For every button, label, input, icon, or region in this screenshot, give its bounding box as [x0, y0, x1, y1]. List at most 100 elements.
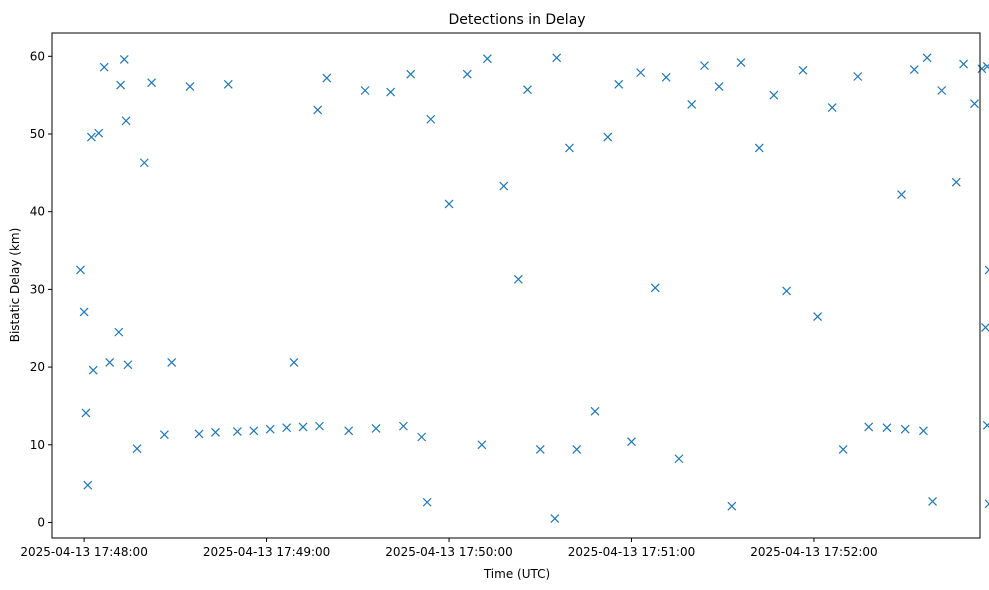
data-point-marker — [550, 514, 560, 524]
data-point-marker — [922, 53, 932, 63]
data-point-marker — [249, 426, 259, 436]
data-point-marker — [105, 357, 115, 367]
data-point-marker — [900, 424, 910, 434]
data-point-marker — [76, 265, 85, 275]
y-axis-ticks: 0 10 20 30 40 50 60 — [30, 49, 52, 529]
data-point-marker — [185, 82, 195, 92]
x-tick-label: 2025-04-13 17:48:00 — [20, 545, 147, 559]
data-point-marker — [853, 72, 863, 81]
data-point-marker — [282, 423, 292, 433]
x-tick-label: 2025-04-13 17:52:00 — [750, 545, 877, 559]
y-tick-label: 0 — [37, 515, 45, 529]
data-point-marker — [313, 105, 323, 115]
data-points — [76, 53, 989, 524]
data-point-marker — [603, 132, 613, 142]
data-point-marker — [360, 86, 370, 95]
data-point-marker — [614, 79, 624, 89]
y-tick-label: 50 — [30, 127, 45, 141]
data-point-marker — [798, 65, 808, 75]
data-point-marker — [322, 73, 332, 83]
data-point-marker — [970, 99, 979, 109]
data-point-marker — [636, 68, 646, 78]
data-point-marker — [422, 497, 432, 507]
data-point-marker — [114, 327, 124, 337]
data-point-marker — [700, 61, 709, 71]
data-point-marker — [661, 72, 671, 82]
data-point-marker — [572, 445, 582, 454]
data-point-marker — [344, 426, 354, 436]
y-tick-label: 60 — [30, 49, 45, 63]
y-tick-label: 20 — [30, 360, 45, 374]
data-point-marker — [769, 90, 779, 100]
data-point-marker — [86, 132, 96, 142]
chart-title: Detections in Delay — [448, 12, 585, 28]
plot-area-frame — [51, 32, 981, 539]
data-point-marker — [535, 445, 545, 454]
data-point-marker — [565, 143, 574, 153]
data-point-marker — [88, 365, 98, 375]
data-point-marker — [482, 54, 492, 64]
x-axis-ticks: 2025-04-13 17:48:00 2025-04-13 17:49:00 20… — [20, 538, 878, 559]
data-point-marker — [977, 64, 987, 74]
data-point-marker — [123, 360, 133, 370]
y-tick-label: 30 — [30, 282, 45, 296]
data-point-marker — [674, 454, 684, 464]
data-point-marker — [982, 61, 989, 71]
data-point-marker — [79, 307, 89, 317]
data-point-marker — [754, 143, 764, 153]
data-point-marker — [984, 499, 989, 509]
data-point-marker — [627, 437, 636, 447]
data-point-marker — [406, 69, 416, 79]
data-point-marker — [211, 427, 220, 437]
data-point-marker — [827, 103, 837, 113]
y-tick-label: 10 — [30, 438, 45, 452]
data-point-marker — [194, 429, 204, 439]
data-point-marker — [499, 181, 509, 191]
data-point-marker — [444, 199, 454, 209]
data-point-marker — [83, 480, 93, 490]
y-tick-label: 40 — [30, 205, 45, 219]
data-point-marker — [909, 65, 919, 74]
data-point-marker — [552, 53, 562, 63]
data-point-marker — [813, 312, 823, 322]
data-point-marker — [315, 421, 324, 431]
data-point-marker — [94, 128, 104, 138]
data-point-marker — [371, 424, 381, 433]
data-point-marker — [232, 427, 242, 436]
data-point-marker — [864, 422, 874, 432]
x-tick-label: 2025-04-13 17:51:00 — [568, 545, 695, 559]
data-point-marker — [426, 114, 436, 124]
data-point-marker — [132, 444, 142, 454]
data-point-marker — [167, 357, 177, 367]
y-axis-label: Bistatic Delay (km) — [8, 228, 22, 343]
x-tick-label: 2025-04-13 17:50:00 — [385, 545, 512, 559]
data-point-marker — [782, 286, 792, 296]
data-point-marker — [223, 79, 233, 89]
data-point-marker — [477, 440, 487, 450]
data-point-marker — [687, 100, 697, 109]
data-point-marker — [650, 283, 660, 293]
data-point-marker — [417, 432, 427, 442]
data-point-marker — [919, 426, 928, 436]
data-point-marker — [398, 421, 408, 431]
data-point-marker — [147, 78, 157, 88]
data-point-marker — [727, 501, 737, 511]
data-point-marker — [982, 420, 989, 430]
data-point-marker — [119, 54, 129, 64]
data-point-marker — [462, 69, 472, 79]
data-point-marker — [951, 177, 961, 187]
data-point-marker — [289, 357, 299, 367]
data-point-marker — [265, 424, 275, 434]
data-point-marker — [386, 87, 396, 97]
data-point-marker — [981, 323, 989, 332]
x-axis-label: Time (UTC) — [483, 567, 550, 581]
data-point-marker — [937, 86, 947, 95]
data-point-marker — [99, 62, 109, 72]
data-point-marker — [897, 190, 906, 200]
data-point-marker — [298, 422, 308, 432]
x-tick-label: 2025-04-13 17:49:00 — [203, 545, 330, 559]
data-point-marker — [959, 59, 969, 69]
data-point-marker — [121, 116, 131, 126]
